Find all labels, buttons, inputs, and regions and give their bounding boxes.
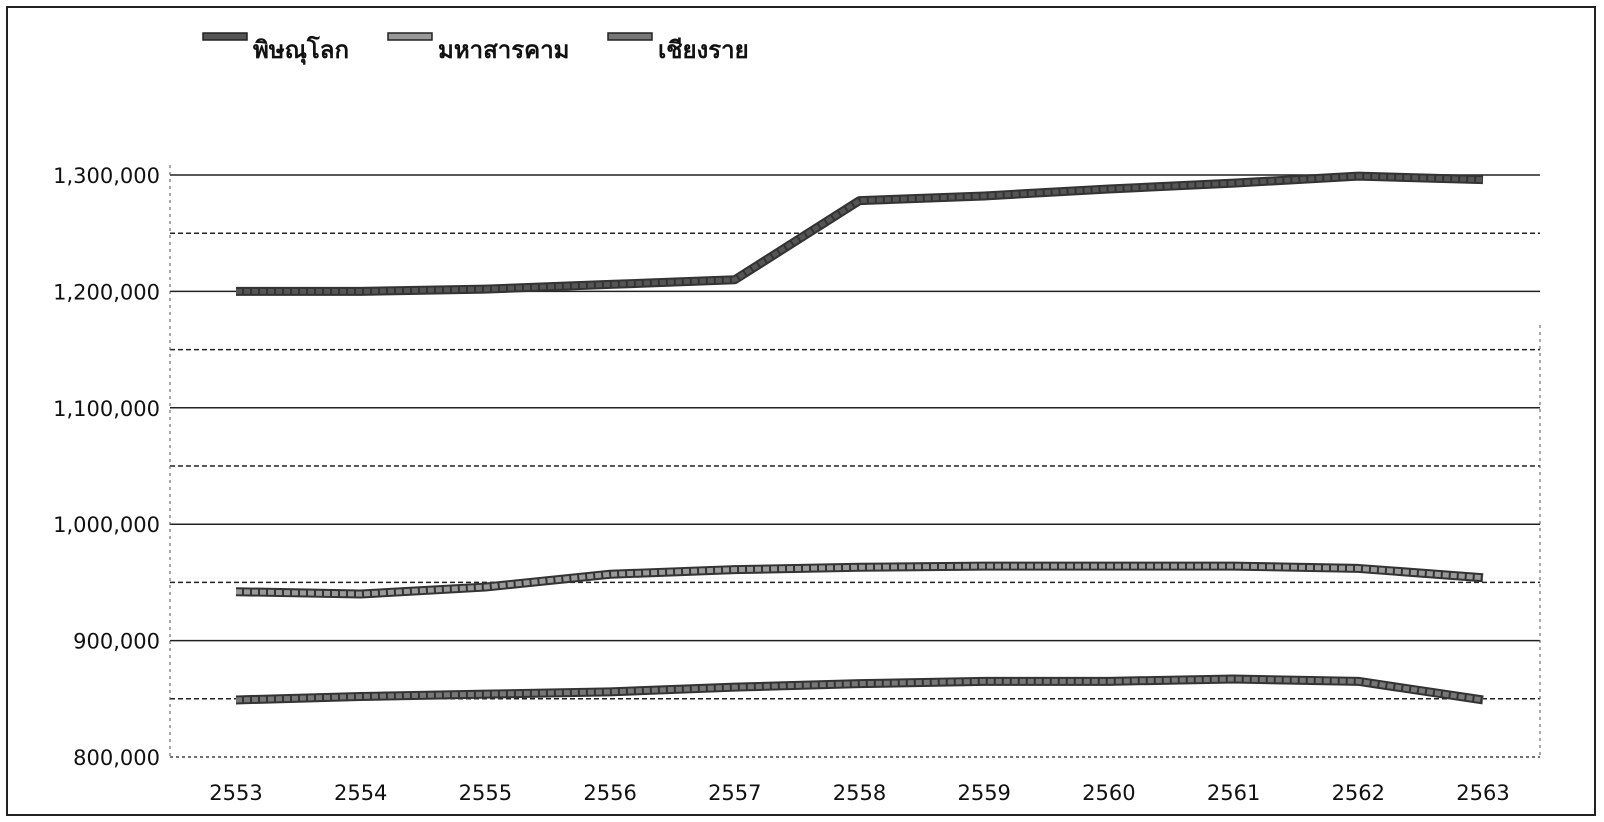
x-tick-label: 2559 [957,781,1010,805]
grid-lines [169,165,1541,758]
series-line [235,674,1484,705]
legend-label: พิษณุโลก [253,35,349,66]
x-tick-label: 2555 [459,781,512,805]
x-tick-label: 2558 [833,781,886,805]
x-tick-label: 2557 [708,781,761,805]
series-line [235,561,1484,599]
legend-label: เชียงราย [658,36,749,64]
series-line-outline [235,674,1484,705]
y-tick-label: 1,100,000 [53,397,160,421]
y-tick-label: 800,000 [73,746,160,770]
y-tick-label: 900,000 [73,630,160,654]
legend: พิษณุโลก มหาสารคาม เชียงราย [202,32,749,66]
legend-item: เชียงราย [607,32,749,64]
y-tick-label: 1,200,000 [53,280,160,304]
x-tick-label: 2556 [583,781,636,805]
x-tick-label: 2562 [1332,781,1385,805]
y-axis-tick-labels: 800,000 900,000 1,000,000 1,100,000 1,200,00… [53,164,160,770]
legend-label: มหาสารคาม [438,36,569,64]
series-line-outline [236,171,1484,296]
legend-swatch [202,32,248,41]
series-line [236,171,1484,296]
legend-swatch [387,32,433,41]
x-axis-tick-labels: 2553 2554 2555 2556 2557 2558 2559 2560 2561 2562… [209,781,1509,805]
y-tick-label: 1,000,000 [53,513,160,537]
x-tick-label: 2561 [1207,781,1260,805]
x-tick-label: 2554 [334,781,387,805]
series-lines [235,171,1484,705]
x-tick-label: 2553 [209,781,262,805]
legend-swatch [607,32,653,41]
chart-frame [6,6,1596,816]
legend-item: พิษณุโลก [202,32,349,66]
y-tick-label: 1,300,000 [53,164,160,188]
series-line-fill [235,563,1484,597]
legend-item: มหาสารคาม [387,32,569,64]
x-tick-label: 2560 [1082,781,1135,805]
x-tick-label: 2563 [1456,781,1509,805]
